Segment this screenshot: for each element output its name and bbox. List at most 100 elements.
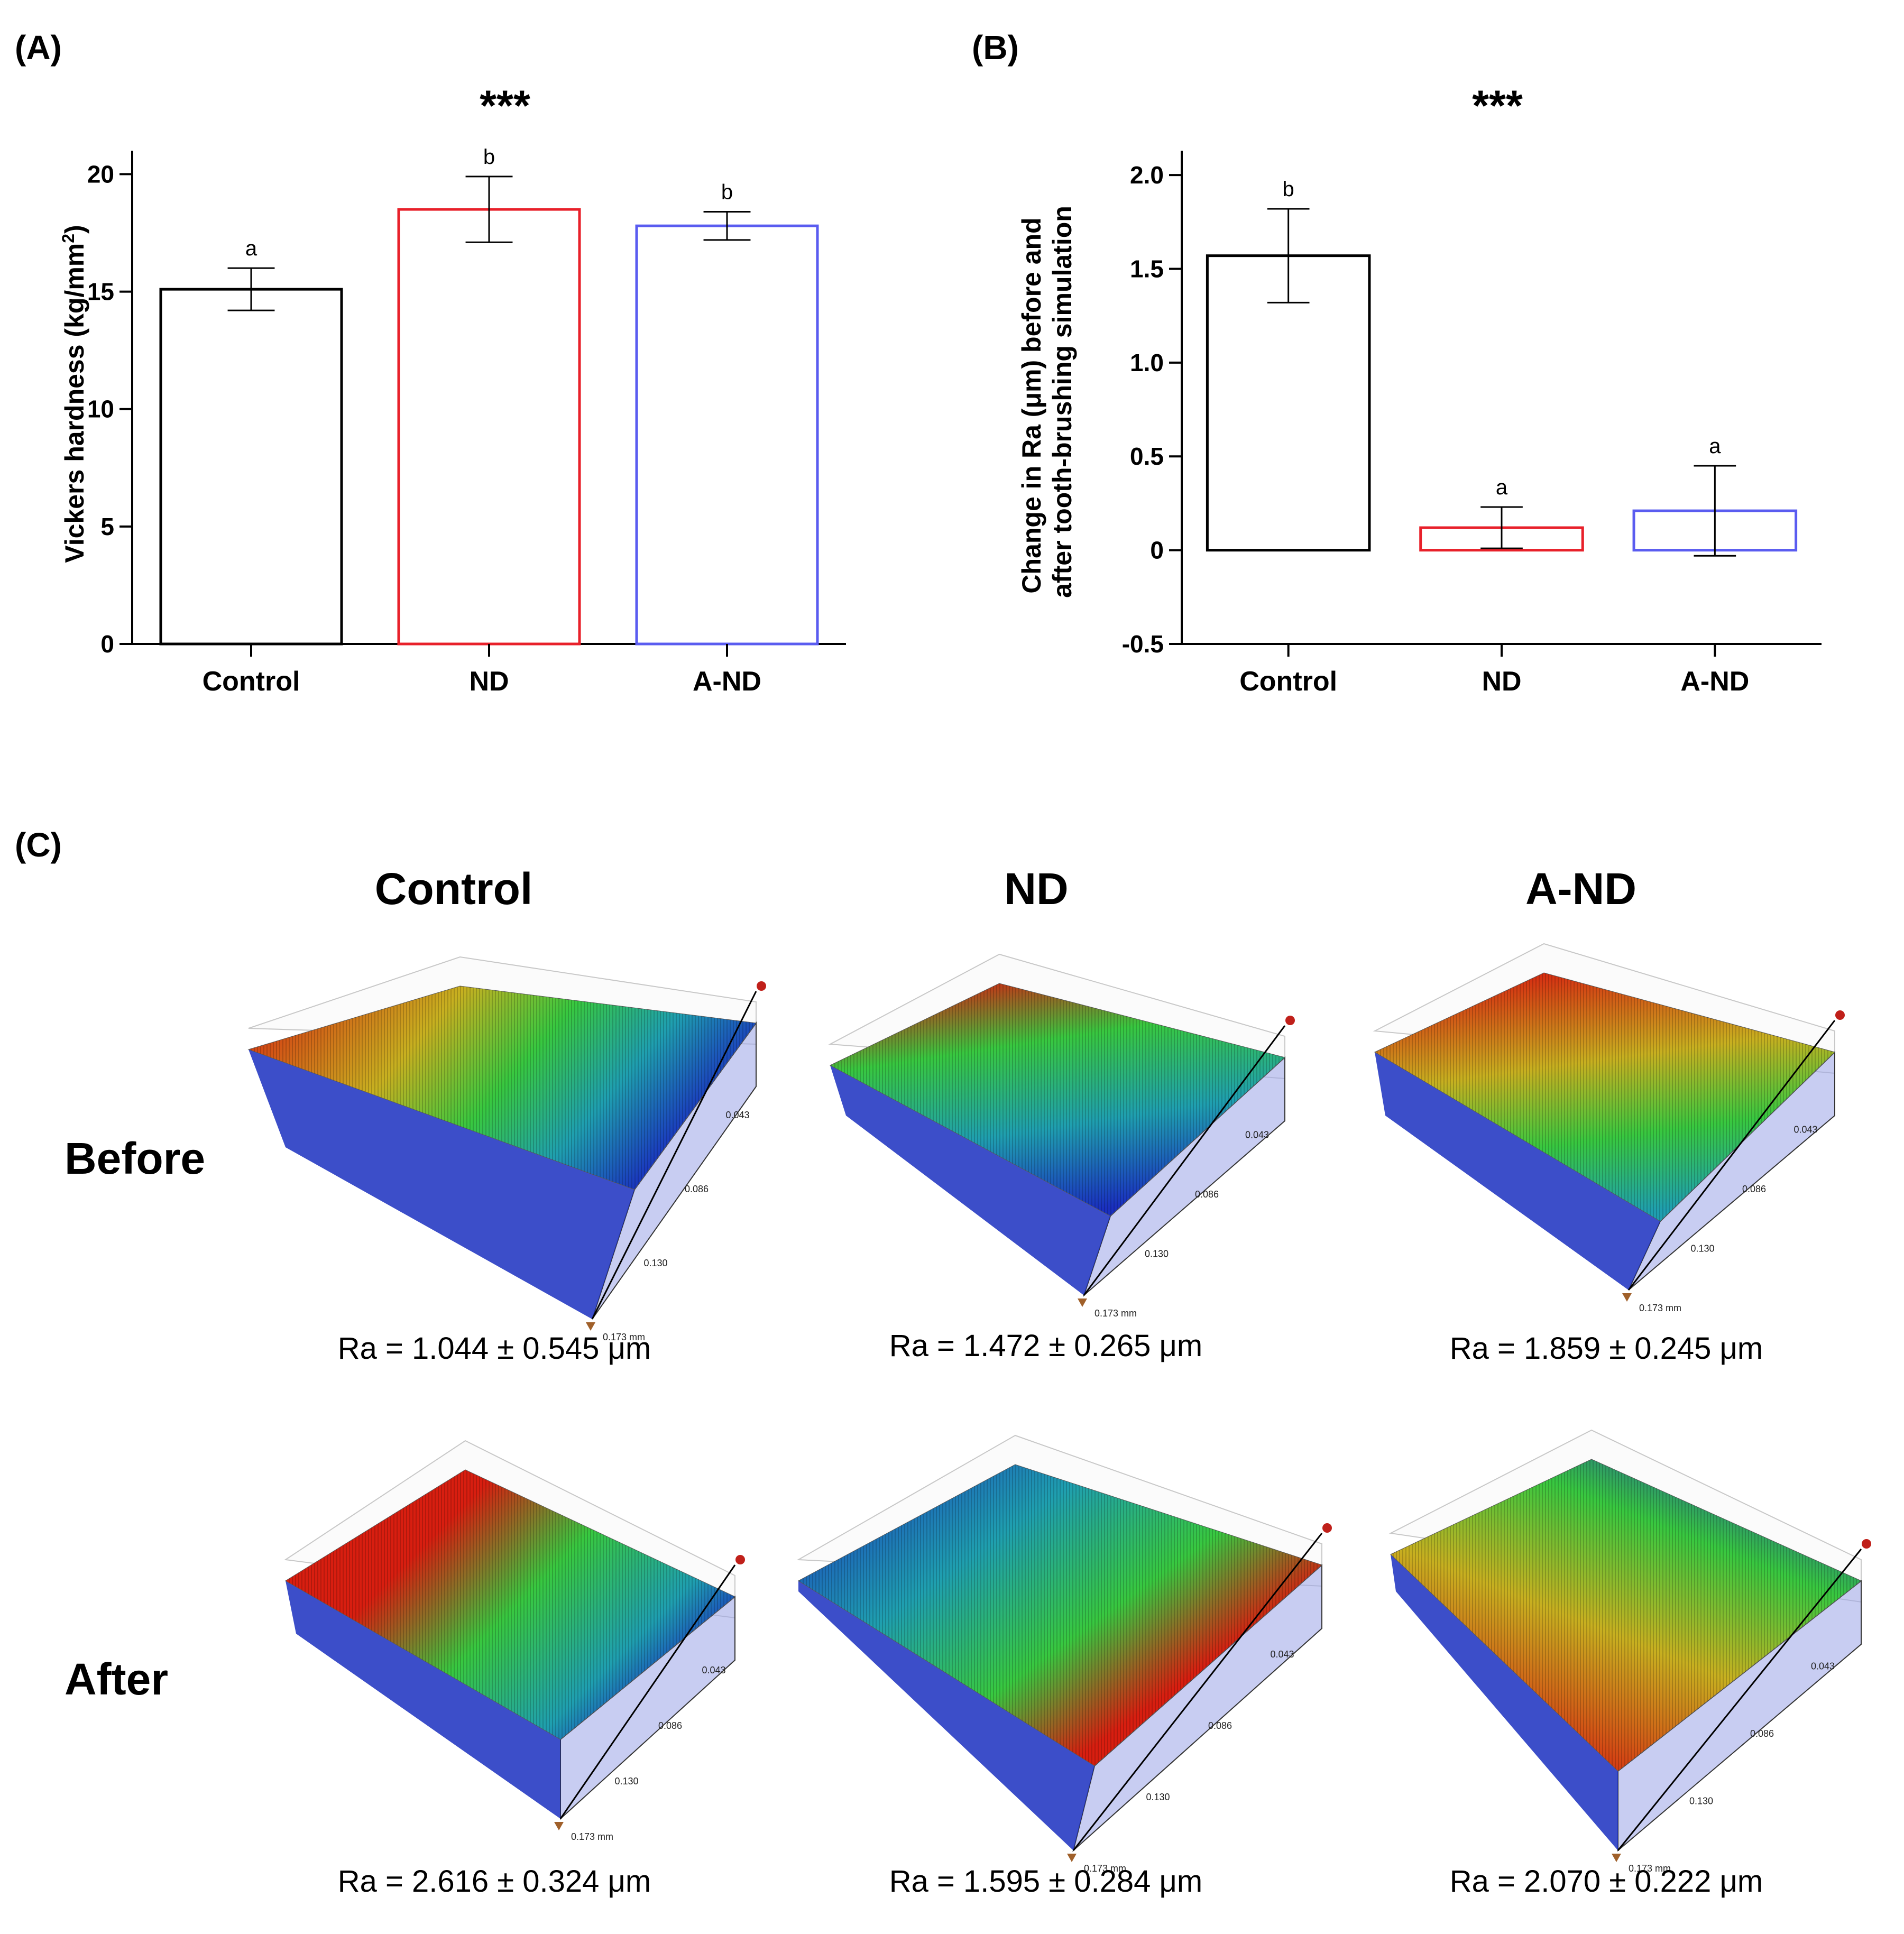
surface-scale-label: 0.086 (1208, 1720, 1232, 1731)
surface-texture (286, 1470, 735, 1739)
panel-b-y-tick-label: 0.5 (1130, 443, 1164, 470)
surface-scale-label: 0.130 (1146, 1792, 1170, 1802)
surface-plot-control-after: 0.043 0.086 0.130 0.173 mm (284, 1440, 745, 1842)
axis-marker-icon (1078, 1298, 1087, 1307)
surface-edge-line (1072, 1533, 1323, 1851)
surface-front-skirt (1391, 1554, 1618, 1850)
surface-scale-label: 0.173 mm (571, 1831, 613, 1842)
panel-a-y-tick-label: 5 (100, 513, 114, 540)
surface-edge-line (1627, 1020, 1836, 1291)
surface-texture (798, 1465, 1322, 1766)
surface-scale-label: 0.086 (685, 1184, 709, 1194)
axis-marker-icon (554, 1822, 564, 1830)
panel-a-y-tick-label: 15 (87, 278, 114, 306)
panel-b-category-label: Control (1239, 666, 1337, 697)
ra-before-a-nd: Ra = 1.859 ± 0.245 μm (1450, 1331, 1763, 1366)
panel-b-y-tick-label: 1.0 (1130, 349, 1164, 376)
panel-a-significance-letter: b (721, 181, 733, 204)
panel-b-significance-letter: a (1709, 435, 1721, 458)
surface-scale-label: 0.086 (1195, 1189, 1219, 1200)
surface-scale-label: 0.043 (1811, 1661, 1835, 1672)
panel-a-y-tick-label: 10 (87, 395, 114, 423)
surface-scale-label: 0.130 (1691, 1244, 1715, 1254)
surface-edge-line (591, 991, 757, 1320)
panel-a-y-axis-label-main: Vickers hardness (kg/mm (60, 243, 89, 563)
axis-marker-icon (757, 981, 766, 991)
panel-a-significance-letter: a (245, 237, 257, 260)
panel-a-y-axis-label-sup: 2 (59, 234, 78, 243)
surface-edge-line (559, 1564, 736, 1819)
surface-edge-line (1617, 1549, 1862, 1851)
ra-before-control: Ra = 1.044 ± 0.545 μm (338, 1331, 651, 1366)
panel-a-bar-a-nd (635, 224, 819, 646)
panel-a-significance-stars: *** (480, 82, 530, 130)
panel-a-bar-control (159, 288, 343, 646)
surface-front-skirt (249, 1049, 634, 1319)
axis-marker-icon (586, 1322, 595, 1331)
surface-scale-label: 0.043 (1245, 1130, 1269, 1140)
column-title-a-nd: A-ND (1525, 864, 1636, 914)
surface-texture (830, 983, 1285, 1216)
surface-plot-a-nd-after: 0.043 0.086 0.130 0.173 mm (1388, 1429, 1871, 1874)
panel-a-y-tick-label: 0 (100, 630, 114, 658)
axis-marker-icon (1067, 1854, 1077, 1862)
row-label-before: Before (65, 1134, 205, 1183)
column-title-nd: ND (1004, 864, 1068, 914)
row-label-after: After (65, 1654, 168, 1704)
axis-marker-icon (1862, 1539, 1871, 1549)
surface-front-skirt (286, 1581, 560, 1819)
ra-after-control: Ra = 2.616 ± 0.324 μm (338, 1864, 651, 1899)
panel-b-y-axis-label-line1: Change in Ra (μm) before and (1017, 217, 1046, 593)
surface-plot-a-nd-before: 0.043 0.086 0.130 0.173 mm (1373, 943, 1845, 1313)
panel-b-category-label: ND (1482, 666, 1521, 697)
surface-edge-line (1083, 1025, 1286, 1296)
surface-scale-label: 0.173 mm (1084, 1863, 1126, 1874)
surface-scale-label: 0.086 (1750, 1728, 1774, 1739)
surface-front-skirt (798, 1581, 1094, 1850)
surface-scale-label: 0.173 mm (1639, 1303, 1681, 1313)
surface-scale-label: 0.043 (1794, 1125, 1818, 1135)
axis-marker-icon (1612, 1854, 1621, 1862)
surface-scale-label: 0.173 mm (1629, 1863, 1671, 1874)
surface-scale-label: 0.173 mm (1094, 1308, 1137, 1319)
panel-c: (C) Control ND A-ND Before After 0.0430.… (15, 826, 1871, 1899)
panel-a-plot: 0 5 10 15 20 a Control b ND b A-ND (87, 145, 846, 697)
panel-a-bar-nd (397, 208, 581, 646)
panel-a-category-label: Control (203, 666, 300, 697)
column-title-control: Control (375, 864, 533, 914)
axis-marker-icon (1835, 1010, 1845, 1020)
surface-scale-label: 0.173 mm (603, 1332, 645, 1342)
surface-scale-label: 0.130 (644, 1258, 668, 1268)
axis-marker-icon (1285, 1016, 1295, 1025)
ra-before-nd: Ra = 1.472 ± 0.265 μm (889, 1329, 1202, 1363)
surface-texture (249, 986, 756, 1190)
axis-marker-icon (1322, 1523, 1332, 1533)
panel-b-category-label: A-ND (1680, 666, 1749, 697)
panel-a-label: (A) (15, 29, 62, 67)
panel-b-y-tick-label: 1.5 (1130, 255, 1164, 282)
panel-b-y-tick-label: 0 (1150, 537, 1164, 564)
surface-scale-label: 0.130 (1145, 1249, 1169, 1259)
surface-front-skirt (1375, 1052, 1660, 1290)
surface-plot-control-before: 0.043 0.086 0.130 0.173 mm (247, 956, 766, 1342)
panel-a-category-label: A-ND (693, 666, 761, 697)
surface-scale-label: 0.086 (658, 1720, 682, 1731)
surface-scale-label: 0.043 (1271, 1649, 1294, 1660)
panel-b-significance-stars: *** (1472, 82, 1523, 130)
panel-b-significance-letter: a (1496, 476, 1508, 499)
panel-b-plot: -0.5 0 0.5 1.0 1.5 2.0 b Control a ND a A-ND (1122, 151, 1822, 697)
panel-b-y-axis-label-line2: after tooth-brushing simulation (1047, 206, 1077, 598)
surface-front-skirt (830, 1065, 1110, 1295)
surface-scale-label: 0.130 (615, 1776, 639, 1786)
surface-scale-label: 0.130 (1689, 1796, 1713, 1807)
surface-plot-nd-after: 0.043 0.086 0.130 0.173 mm (796, 1434, 1332, 1874)
axis-marker-icon (735, 1555, 745, 1564)
panel-a-category-label: ND (469, 666, 509, 697)
panel-a-y-axis-label: Vickers hardness (kg/mm2) (59, 225, 89, 563)
panel-b: (B) *** Change in Ra (μm) before and aft… (972, 29, 1822, 697)
panel-b-y-axis-label: Change in Ra (μm) before and after tooth… (1017, 206, 1077, 598)
panel-b-significance-letter: b (1283, 178, 1294, 201)
panel-c-label: (C) (15, 826, 62, 864)
